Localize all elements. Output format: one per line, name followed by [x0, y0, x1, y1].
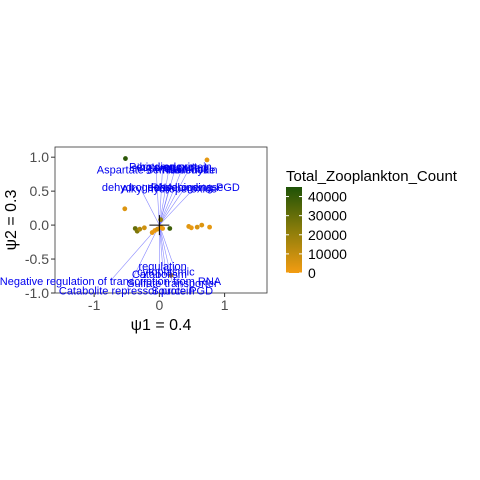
loading-vector-line: [159, 225, 163, 266]
loading-label: Source PGD: [151, 285, 213, 297]
loading-label: single-stranded: [132, 162, 207, 174]
sample-point: [141, 225, 147, 231]
loading-label: regulation: [138, 261, 186, 273]
loading-vector-line: [159, 224, 183, 291]
legend-label: 20000: [308, 227, 347, 243]
legend-label: 40000: [308, 189, 347, 205]
x-tick-label: -1: [88, 297, 101, 313]
loading-vector-line: [159, 186, 196, 226]
loading-label: dehydrogenase: [148, 182, 224, 194]
legend-label: 30000: [308, 208, 347, 224]
loading-vector-line: [159, 168, 183, 226]
x-tick-label: 0: [155, 297, 163, 313]
sample-point: [194, 224, 200, 230]
sample-point: [188, 225, 194, 231]
loading-label: RNA-binding PGD: [151, 182, 240, 194]
legend-label: 0: [308, 265, 316, 281]
y-tick-label: 1.0: [30, 149, 50, 165]
loading-vector-line: [159, 169, 189, 226]
loading-label: dehydrogenase: [102, 182, 178, 194]
sample-point: [168, 272, 174, 278]
sample-point: [123, 156, 128, 161]
sample-point: [122, 206, 128, 212]
x-tick-label: 1: [221, 297, 229, 313]
loading-vectors: [110, 166, 196, 291]
loading-vector-line: [159, 167, 170, 226]
x-axis-title: ψ1 = 0.4: [131, 317, 192, 334]
sample-point: [167, 226, 173, 231]
loading-vector-line: [139, 186, 160, 226]
sample-point: [207, 224, 212, 230]
legend-colorbar: [286, 187, 302, 273]
loading-vector-line: [159, 186, 186, 226]
loading-label: Catabolism: [132, 269, 187, 281]
loading-label: Sulfate transporter: [127, 278, 218, 290]
legend-title: Total_Zooplankton_Count: [286, 168, 458, 185]
legend-label: 10000: [308, 246, 347, 262]
sample-point: [199, 222, 205, 228]
loading-vector-line: [159, 166, 163, 226]
loading-label: methionine: [155, 164, 209, 176]
origin-cross: [149, 215, 170, 236]
loading-label: Alkyl hydroperoxide: [121, 183, 217, 195]
legend-labels: 40000 30000 20000 10000 0: [286, 189, 347, 281]
loading-label: Negative regulation of transcription fro…: [0, 276, 222, 288]
x-axis: -1 0 1: [88, 293, 229, 313]
y-tick-label: 0.0: [30, 217, 50, 233]
loading-label: Aspartate-semialdehyde: [97, 164, 216, 176]
loading-label: Catabolite repressor protein: [59, 285, 195, 297]
loading-labels: Aspartate-semialdehydePeroxiredoxinsingl…: [0, 162, 240, 298]
loading-label: Peroxiredoxin: [129, 162, 196, 174]
loading-vector-line: [155, 169, 160, 226]
y-axis-title: ψ2 = 0.3: [3, 190, 20, 251]
loading-label: cytoplasmic: [137, 266, 195, 278]
loading-label: Thioredoxin: [160, 164, 217, 176]
y-tick-label: -1.0: [25, 285, 49, 301]
loading-vector-line: [126, 224, 160, 291]
sample-point: [160, 226, 166, 231]
loading-vector-line: [159, 225, 167, 272]
legend: Total_Zooplankton_Count 40000 30000 20000 1…: [286, 168, 458, 281]
sample-point: [137, 226, 143, 232]
y-axis: 1.0 0.5 0.0 -0.5 -1.0: [25, 149, 55, 301]
sample-point: [204, 157, 210, 163]
y-tick-label: -0.5: [25, 251, 49, 267]
loading-label: binding protein: [140, 162, 212, 174]
y-tick-label: 0.5: [30, 183, 50, 199]
